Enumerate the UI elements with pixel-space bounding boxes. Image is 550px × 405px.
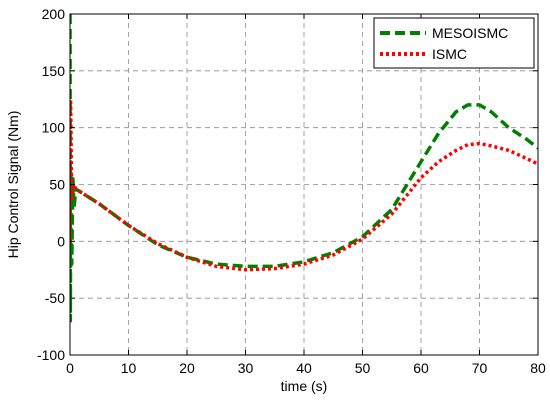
plot-area xyxy=(70,14,538,323)
x-axis-label: time (s) xyxy=(281,378,328,394)
legend-label-mesoismc: MESOISMC xyxy=(432,25,508,41)
legend: MESOISMC ISMC xyxy=(373,17,535,69)
series-line-mesoismc xyxy=(70,14,538,323)
x-tick-label: 30 xyxy=(238,360,254,376)
x-tick-label: 50 xyxy=(355,360,371,376)
x-tick-label: 20 xyxy=(179,360,195,376)
legend-box xyxy=(373,17,535,69)
y-tick-label: 50 xyxy=(49,177,65,193)
y-tick-label: 150 xyxy=(42,63,66,79)
x-tick-label: 60 xyxy=(413,360,429,376)
legend-label-ismc: ISMC xyxy=(432,46,467,62)
y-tick-label: 200 xyxy=(42,6,66,22)
x-tick-label: 0 xyxy=(66,360,74,376)
y-tick-label: 100 xyxy=(42,120,66,136)
x-tick-label: 10 xyxy=(121,360,137,376)
axis-ticks: 0 10 20 30 40 50 60 70 80 200 150 100 50 0 -50 -100 xyxy=(37,6,546,376)
y-tick-label: 0 xyxy=(57,233,65,249)
gridlines xyxy=(70,14,538,355)
x-tick-label: 70 xyxy=(472,360,488,376)
y-tick-label: -100 xyxy=(37,347,65,363)
series-line-ismc xyxy=(70,97,538,272)
y-axis-label: Hip Control Signal (Nm) xyxy=(5,111,21,259)
x-tick-label: 40 xyxy=(296,360,312,376)
y-tick-label: -50 xyxy=(45,290,65,306)
x-tick-label: 80 xyxy=(530,360,546,376)
